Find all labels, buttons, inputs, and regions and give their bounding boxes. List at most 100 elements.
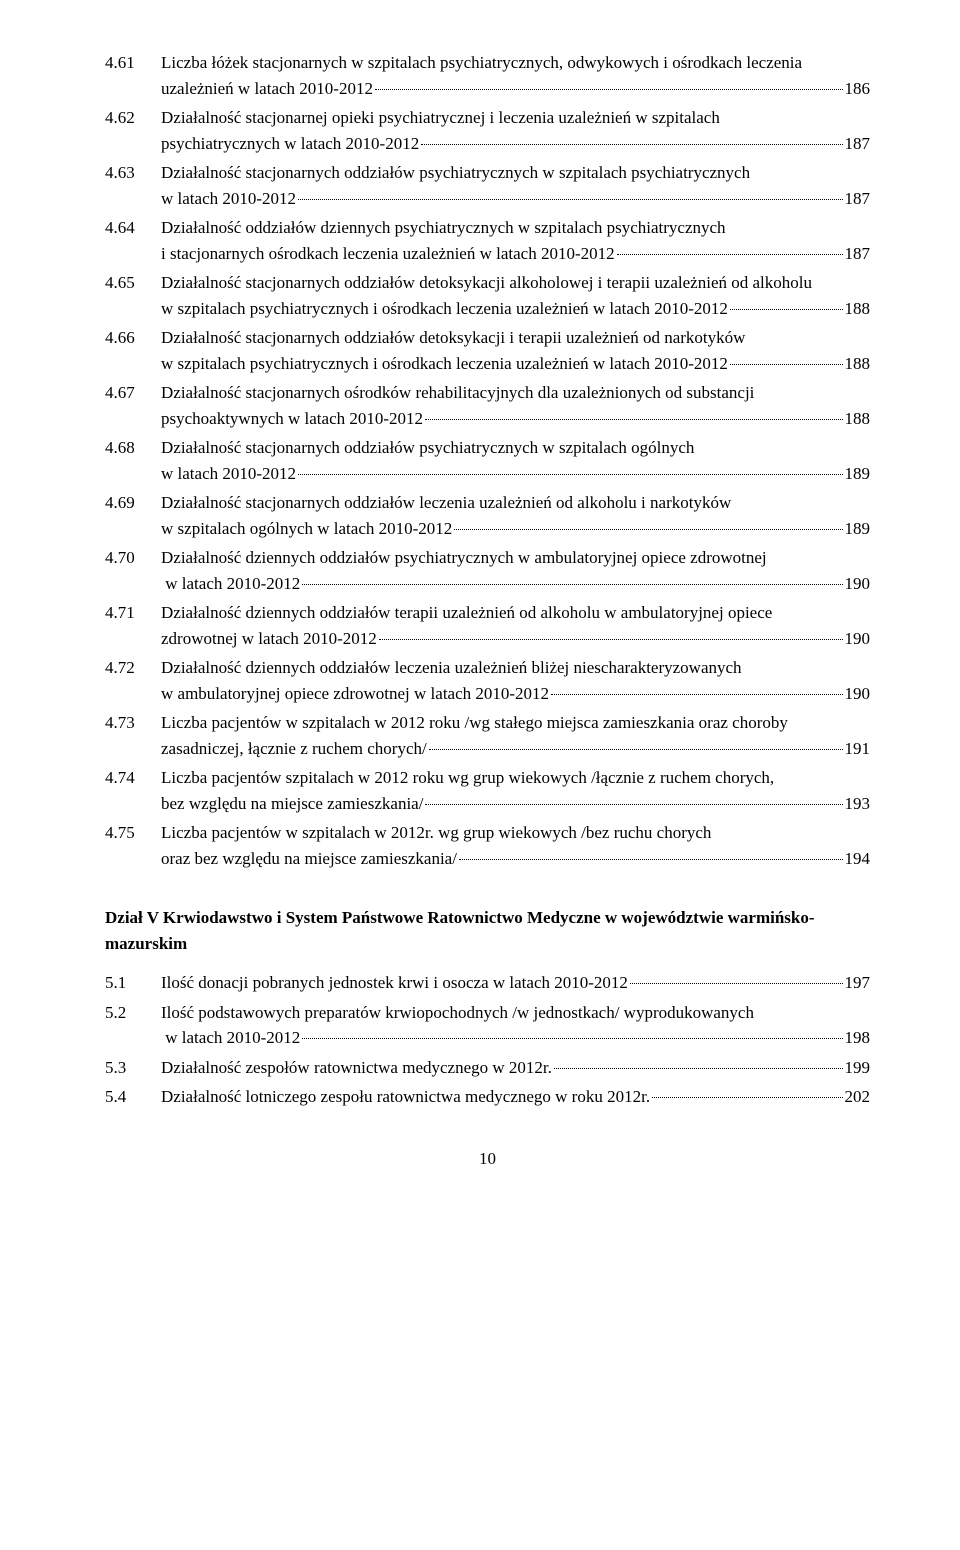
toc-entry: 4.75Liczba pacjentów w szpitalach w 2012… bbox=[105, 820, 870, 871]
toc-entry-lastline: Działalność lotniczego zespołu ratownict… bbox=[161, 1084, 870, 1110]
toc-entry: 4.68Działalność stacjonarnych oddziałów … bbox=[105, 435, 870, 486]
toc-entry-number: 4.63 bbox=[105, 160, 161, 186]
toc-entry-line: Działalność stacjonarnych oddziałów lecz… bbox=[161, 490, 870, 516]
toc-entry-number: 4.65 bbox=[105, 270, 161, 296]
toc-dots bbox=[630, 983, 843, 984]
toc-entry-line: Działalność stacjonarnych oddziałów deto… bbox=[161, 325, 870, 351]
toc-entry-page: 188 bbox=[845, 296, 871, 322]
toc-entry: 5.4Działalność lotniczego zespołu ratown… bbox=[105, 1084, 870, 1110]
toc-entry-leadtext: oraz bez względu na miejsce zamieszkania… bbox=[161, 846, 457, 872]
toc-entry-lastline: psychoaktywnych w latach 2010-2012 188 bbox=[161, 406, 870, 432]
toc-entry-body: Działalność stacjonarnej opieki psychiat… bbox=[161, 105, 870, 156]
toc-entry-page: 188 bbox=[845, 351, 871, 377]
toc-dots bbox=[421, 144, 842, 145]
toc-entry-leadtext: uzależnień w latach 2010-2012 bbox=[161, 76, 373, 102]
toc-entry-number: 4.69 bbox=[105, 490, 161, 516]
toc-entry-number: 4.70 bbox=[105, 545, 161, 571]
toc-entry-lastline: w szpitalach ogólnych w latach 2010-2012… bbox=[161, 516, 870, 542]
toc-entry-page: 197 bbox=[845, 970, 871, 996]
toc-entry-leadtext: w latach 2010-2012 bbox=[161, 186, 296, 212]
toc-entry-page: 202 bbox=[845, 1084, 871, 1110]
toc-entry-body: Działalność lotniczego zespołu ratownict… bbox=[161, 1084, 870, 1110]
toc-entry-number: 4.61 bbox=[105, 50, 161, 76]
toc-entry-leadtext: bez względu na miejsce zamieszkania/ bbox=[161, 791, 423, 817]
toc-entry-leadtext: w ambulatoryjnej opiece zdrowotnej w lat… bbox=[161, 681, 549, 707]
toc-entry-body: Działalność oddziałów dziennych psychiat… bbox=[161, 215, 870, 266]
toc-entry-leadtext: i stacjonarnych ośrodkach leczenia uzale… bbox=[161, 241, 615, 267]
toc-entry-lastline: w latach 2010-2012 189 bbox=[161, 461, 870, 487]
toc-entry-body: Działalność dziennych oddziałów terapii … bbox=[161, 600, 870, 651]
toc-entry-page: 189 bbox=[845, 461, 871, 487]
toc-dots bbox=[617, 254, 843, 255]
toc-entry-number: 4.71 bbox=[105, 600, 161, 626]
toc-entry-number: 4.66 bbox=[105, 325, 161, 351]
toc-entry: 5.1Ilość donacji pobranych jednostek krw… bbox=[105, 970, 870, 996]
toc-entry-body: Działalność zespołów ratownictwa medyczn… bbox=[161, 1055, 870, 1081]
toc-entry-lastline: w ambulatoryjnej opiece zdrowotnej w lat… bbox=[161, 681, 870, 707]
toc-entry-number: 4.62 bbox=[105, 105, 161, 131]
toc-dots bbox=[425, 419, 842, 420]
toc-entry-number: 4.68 bbox=[105, 435, 161, 461]
toc-dots bbox=[425, 804, 842, 805]
toc-entry-page: 187 bbox=[845, 186, 871, 212]
toc-entry-lastline: oraz bez względu na miejsce zamieszkania… bbox=[161, 846, 870, 872]
toc-entry-leadtext: Działalność lotniczego zespołu ratownict… bbox=[161, 1084, 650, 1110]
toc-entry-body: Liczba pacjentów w szpitalach w 2012r. w… bbox=[161, 820, 870, 871]
toc-entry-line: Liczba pacjentów w szpitalach w 2012 rok… bbox=[161, 710, 870, 736]
page-number: 10 bbox=[105, 1146, 870, 1172]
toc-entry-line: Działalność stacjonarnych oddziałów psyc… bbox=[161, 160, 870, 186]
toc-dots bbox=[652, 1097, 842, 1098]
toc-entry-leadtext: Działalność zespołów ratownictwa medyczn… bbox=[161, 1055, 552, 1081]
toc-entry-lastline: w latach 2010-2012190 bbox=[161, 571, 870, 597]
toc-entry-leadtext: w latach 2010-2012 bbox=[161, 461, 296, 487]
toc-entry-body: Działalność stacjonarnych oddziałów lecz… bbox=[161, 490, 870, 541]
toc-entry-lastline: w latach 2010-2012198 bbox=[161, 1025, 870, 1051]
toc-entry: 4.67Działalność stacjonarnych ośrodków r… bbox=[105, 380, 870, 431]
toc-entry-leadtext: psychoaktywnych w latach 2010-2012 bbox=[161, 406, 423, 432]
toc-entry-lastline: w szpitalach psychiatrycznych i ośrodkac… bbox=[161, 351, 870, 377]
toc-entry-leadtext: w szpitalach psychiatrycznych i ośrodkac… bbox=[161, 351, 728, 377]
toc-entry-body: Działalność stacjonarnych oddziałów deto… bbox=[161, 270, 870, 321]
toc-entry-line: Działalność stacjonarnych oddziałów psyc… bbox=[161, 435, 870, 461]
toc-entry-line: Działalność stacjonarnych ośrodków rehab… bbox=[161, 380, 870, 406]
toc-entry-lastline: psychiatrycznych w latach 2010-2012187 bbox=[161, 131, 870, 157]
toc-entry-body: Działalność dziennych oddziałów leczenia… bbox=[161, 655, 870, 706]
toc-entry-page: 190 bbox=[845, 681, 871, 707]
toc-entry-body: Liczba łóżek stacjonarnych w szpitalach … bbox=[161, 50, 870, 101]
section-5-title: Dział V Krwiodawstwo i System Państwowe … bbox=[105, 905, 870, 956]
toc-dots bbox=[454, 529, 842, 530]
toc-entry-page: 186 bbox=[845, 76, 871, 102]
toc-entry-lastline: w szpitalach psychiatrycznych i ośrodkac… bbox=[161, 296, 870, 322]
toc-list-section5: 5.1Ilość donacji pobranych jednostek krw… bbox=[105, 970, 870, 1110]
toc-entry-leadtext: w szpitalach ogólnych w latach 2010-2012 bbox=[161, 516, 452, 542]
toc-entry-page: 191 bbox=[845, 736, 871, 762]
toc-dots bbox=[551, 694, 842, 695]
toc-entry: 4.71Działalność dziennych oddziałów tera… bbox=[105, 600, 870, 651]
toc-entry-leadtext: w szpitalach psychiatrycznych i ośrodkac… bbox=[161, 296, 728, 322]
toc-entry-lastline: w latach 2010-2012 187 bbox=[161, 186, 870, 212]
toc-dots bbox=[298, 199, 842, 200]
toc-entry-lastline: i stacjonarnych ośrodkach leczenia uzale… bbox=[161, 241, 870, 267]
toc-entry-body: Działalność stacjonarnych ośrodków rehab… bbox=[161, 380, 870, 431]
toc-entry-leadtext: zasadniczej, łącznie z ruchem chorych/ bbox=[161, 736, 427, 762]
toc-entry: 5.3Działalność zespołów ratownictwa medy… bbox=[105, 1055, 870, 1081]
toc-entry-page: 188 bbox=[845, 406, 871, 432]
toc-entry-lastline: zasadniczej, łącznie z ruchem chorych/19… bbox=[161, 736, 870, 762]
toc-entry: 4.61Liczba łóżek stacjonarnych w szpital… bbox=[105, 50, 870, 101]
toc-dots bbox=[302, 584, 842, 585]
toc-dots bbox=[302, 1038, 842, 1039]
toc-entry-page: 190 bbox=[845, 571, 871, 597]
toc-entry-line: Liczba łóżek stacjonarnych w szpitalach … bbox=[161, 50, 870, 76]
toc-entry-number: 5.3 bbox=[105, 1055, 161, 1081]
toc-entry-number: 5.1 bbox=[105, 970, 161, 996]
toc-entry-page: 189 bbox=[845, 516, 871, 542]
toc-dots bbox=[459, 859, 843, 860]
toc-entry-body: Liczba pacjentów szpitalach w 2012 roku … bbox=[161, 765, 870, 816]
toc-entry-lastline: Ilość donacji pobranych jednostek krwi i… bbox=[161, 970, 870, 996]
toc-entry-body: Ilość donacji pobranych jednostek krwi i… bbox=[161, 970, 870, 996]
toc-entry-body: Działalność stacjonarnych oddziałów psyc… bbox=[161, 160, 870, 211]
toc-dots bbox=[730, 364, 843, 365]
toc-entry-number: 4.74 bbox=[105, 765, 161, 791]
toc-entry: 4.74Liczba pacjentów szpitalach w 2012 r… bbox=[105, 765, 870, 816]
toc-entry-line: Działalność dziennych oddziałów terapii … bbox=[161, 600, 870, 626]
